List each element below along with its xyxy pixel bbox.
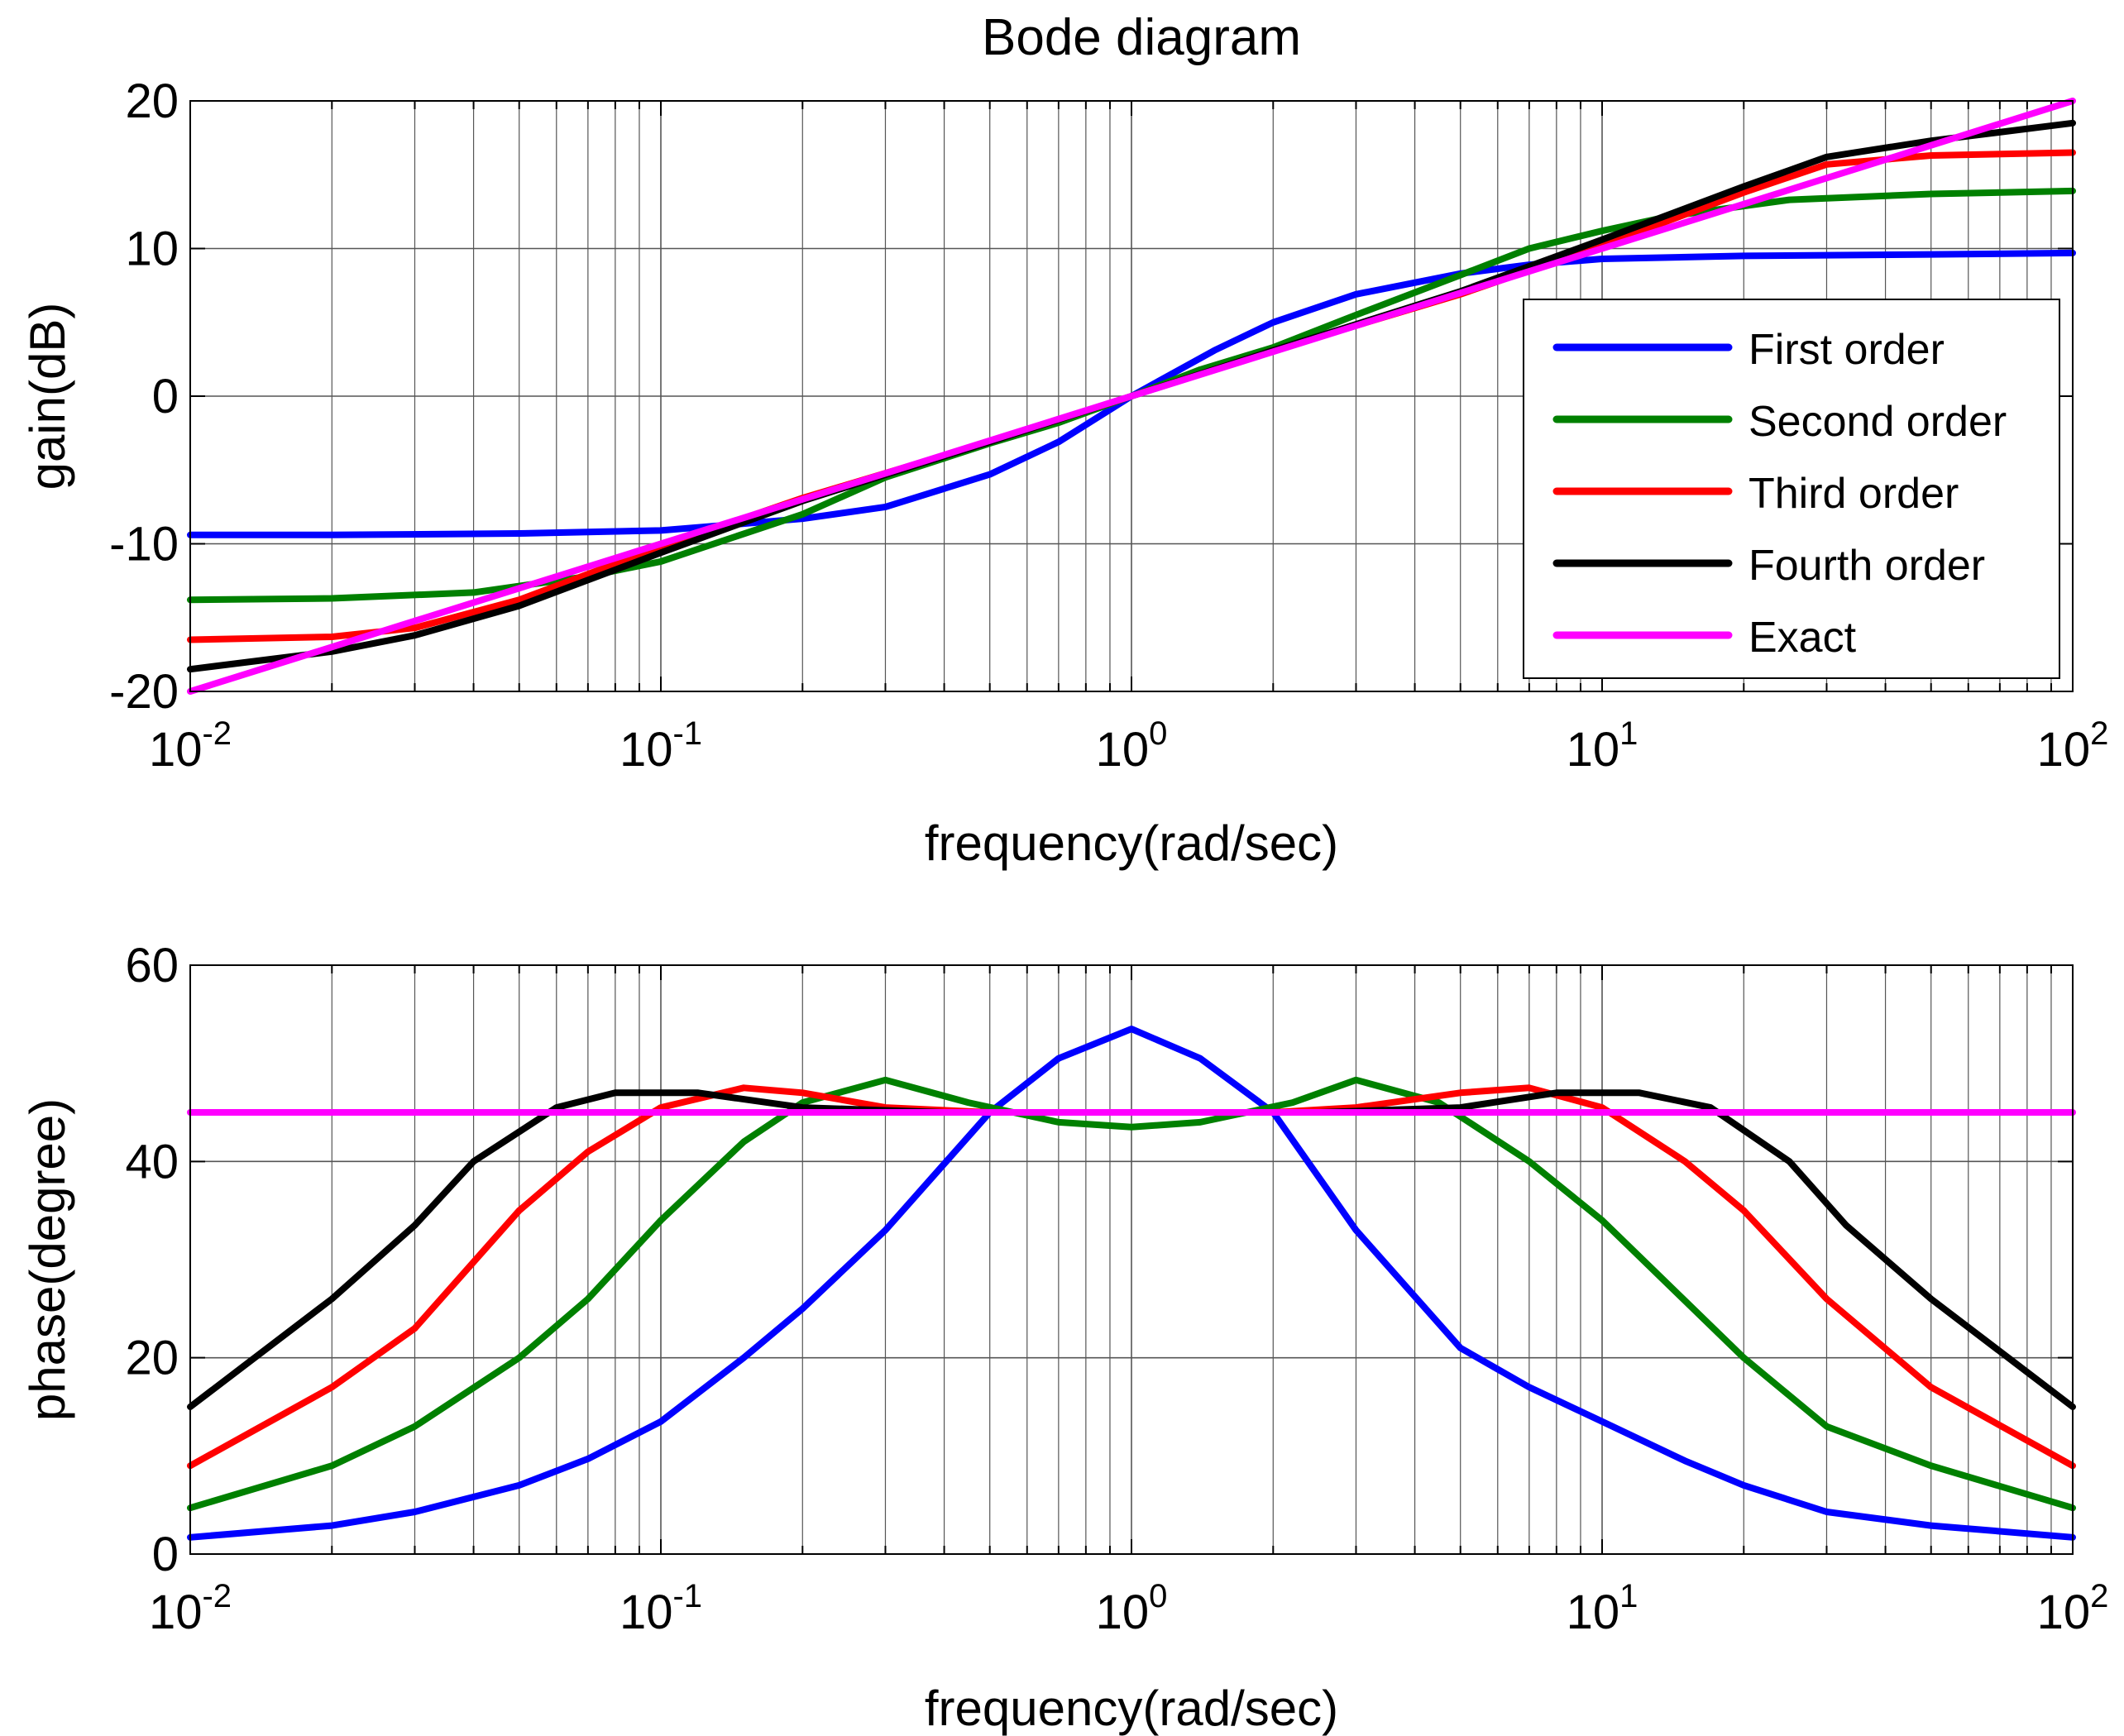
gain-x-tick-label: 100: [1096, 715, 1168, 777]
gain-y-tick-label: 0: [152, 370, 179, 423]
gain-y-tick-label: -10: [109, 518, 179, 571]
legend-label-first-order: First order: [1748, 326, 1945, 374]
gain-x-tick-label: 10-2: [149, 715, 232, 777]
phase-y-tick-label: 40: [125, 1135, 179, 1188]
gain-x-axis-title: frequency(rad/sec): [925, 815, 1338, 871]
phase-y-axis-title: phase(degree): [20, 1098, 75, 1421]
phase-x-axis-title: frequency(rad/sec): [925, 1681, 1338, 1736]
gain-y-axis-title: gain(dB): [20, 303, 75, 490]
legend-label-second-order: Second order: [1748, 398, 2007, 446]
phase-series-first-order: [187, 1026, 2076, 1541]
gain-plot: -20 -10 0 10 20 10-2 10-1 100 101 102 frequency(…: [20, 74, 2108, 871]
figure-title: Bode diagram: [982, 9, 1301, 66]
phase-x-tick-label: 100: [1096, 1578, 1168, 1639]
phase-x-tick-label: 101: [1567, 1578, 1638, 1639]
phase-series-second-order: [187, 1076, 2076, 1512]
gain-axes-box: [189, 100, 2074, 692]
gain-y-tick-label: 20: [125, 74, 179, 128]
gain-x-tick-label: 10-1: [620, 715, 702, 777]
gain-x-tick-label: 102: [2037, 715, 2109, 777]
phase-x-tick-label: 10-2: [149, 1578, 232, 1639]
gain-series-first-order: [187, 249, 2076, 538]
phase-y-tick-label: 0: [152, 1528, 179, 1581]
phase-plot: 0 20 40 60 10-2 10-1 100 101 102 frequency(rad/…: [20, 939, 2108, 1736]
phase-x-ticks: 10-2 10-1 100 101 102: [149, 1578, 2108, 1639]
gain-y-tick-label: 10: [125, 222, 179, 276]
phase-y-tick-label: 20: [125, 1332, 179, 1385]
phase-grid: [190, 964, 2073, 1555]
legend-label-third-order: Third order: [1748, 470, 1959, 518]
phase-y-tick-label: 60: [125, 939, 179, 992]
phase-series: [187, 1026, 2076, 1541]
legend-label-fourth-order: Fourth order: [1748, 542, 1985, 590]
legend-label-exact: Exact: [1748, 614, 1857, 662]
phase-axes-box: [189, 964, 2074, 1555]
gain-x-ticks: 10-2 10-1 100 101 102: [149, 715, 2108, 777]
legend: First order Second order Third order Fou…: [1523, 299, 2060, 679]
gain-y-tick-label: -20: [109, 665, 179, 719]
gain-y-ticks: -20 -10 0 10 20: [109, 74, 179, 719]
gain-series-exact: [187, 98, 2076, 695]
phase-x-tick-label: 102: [2037, 1578, 2109, 1639]
gain-x-tick-label: 101: [1567, 715, 1638, 777]
gain-series: [187, 98, 2076, 695]
phase-x-tick-label: 10-1: [620, 1578, 702, 1639]
phase-y-ticks: 0 20 40 60: [125, 939, 179, 1581]
